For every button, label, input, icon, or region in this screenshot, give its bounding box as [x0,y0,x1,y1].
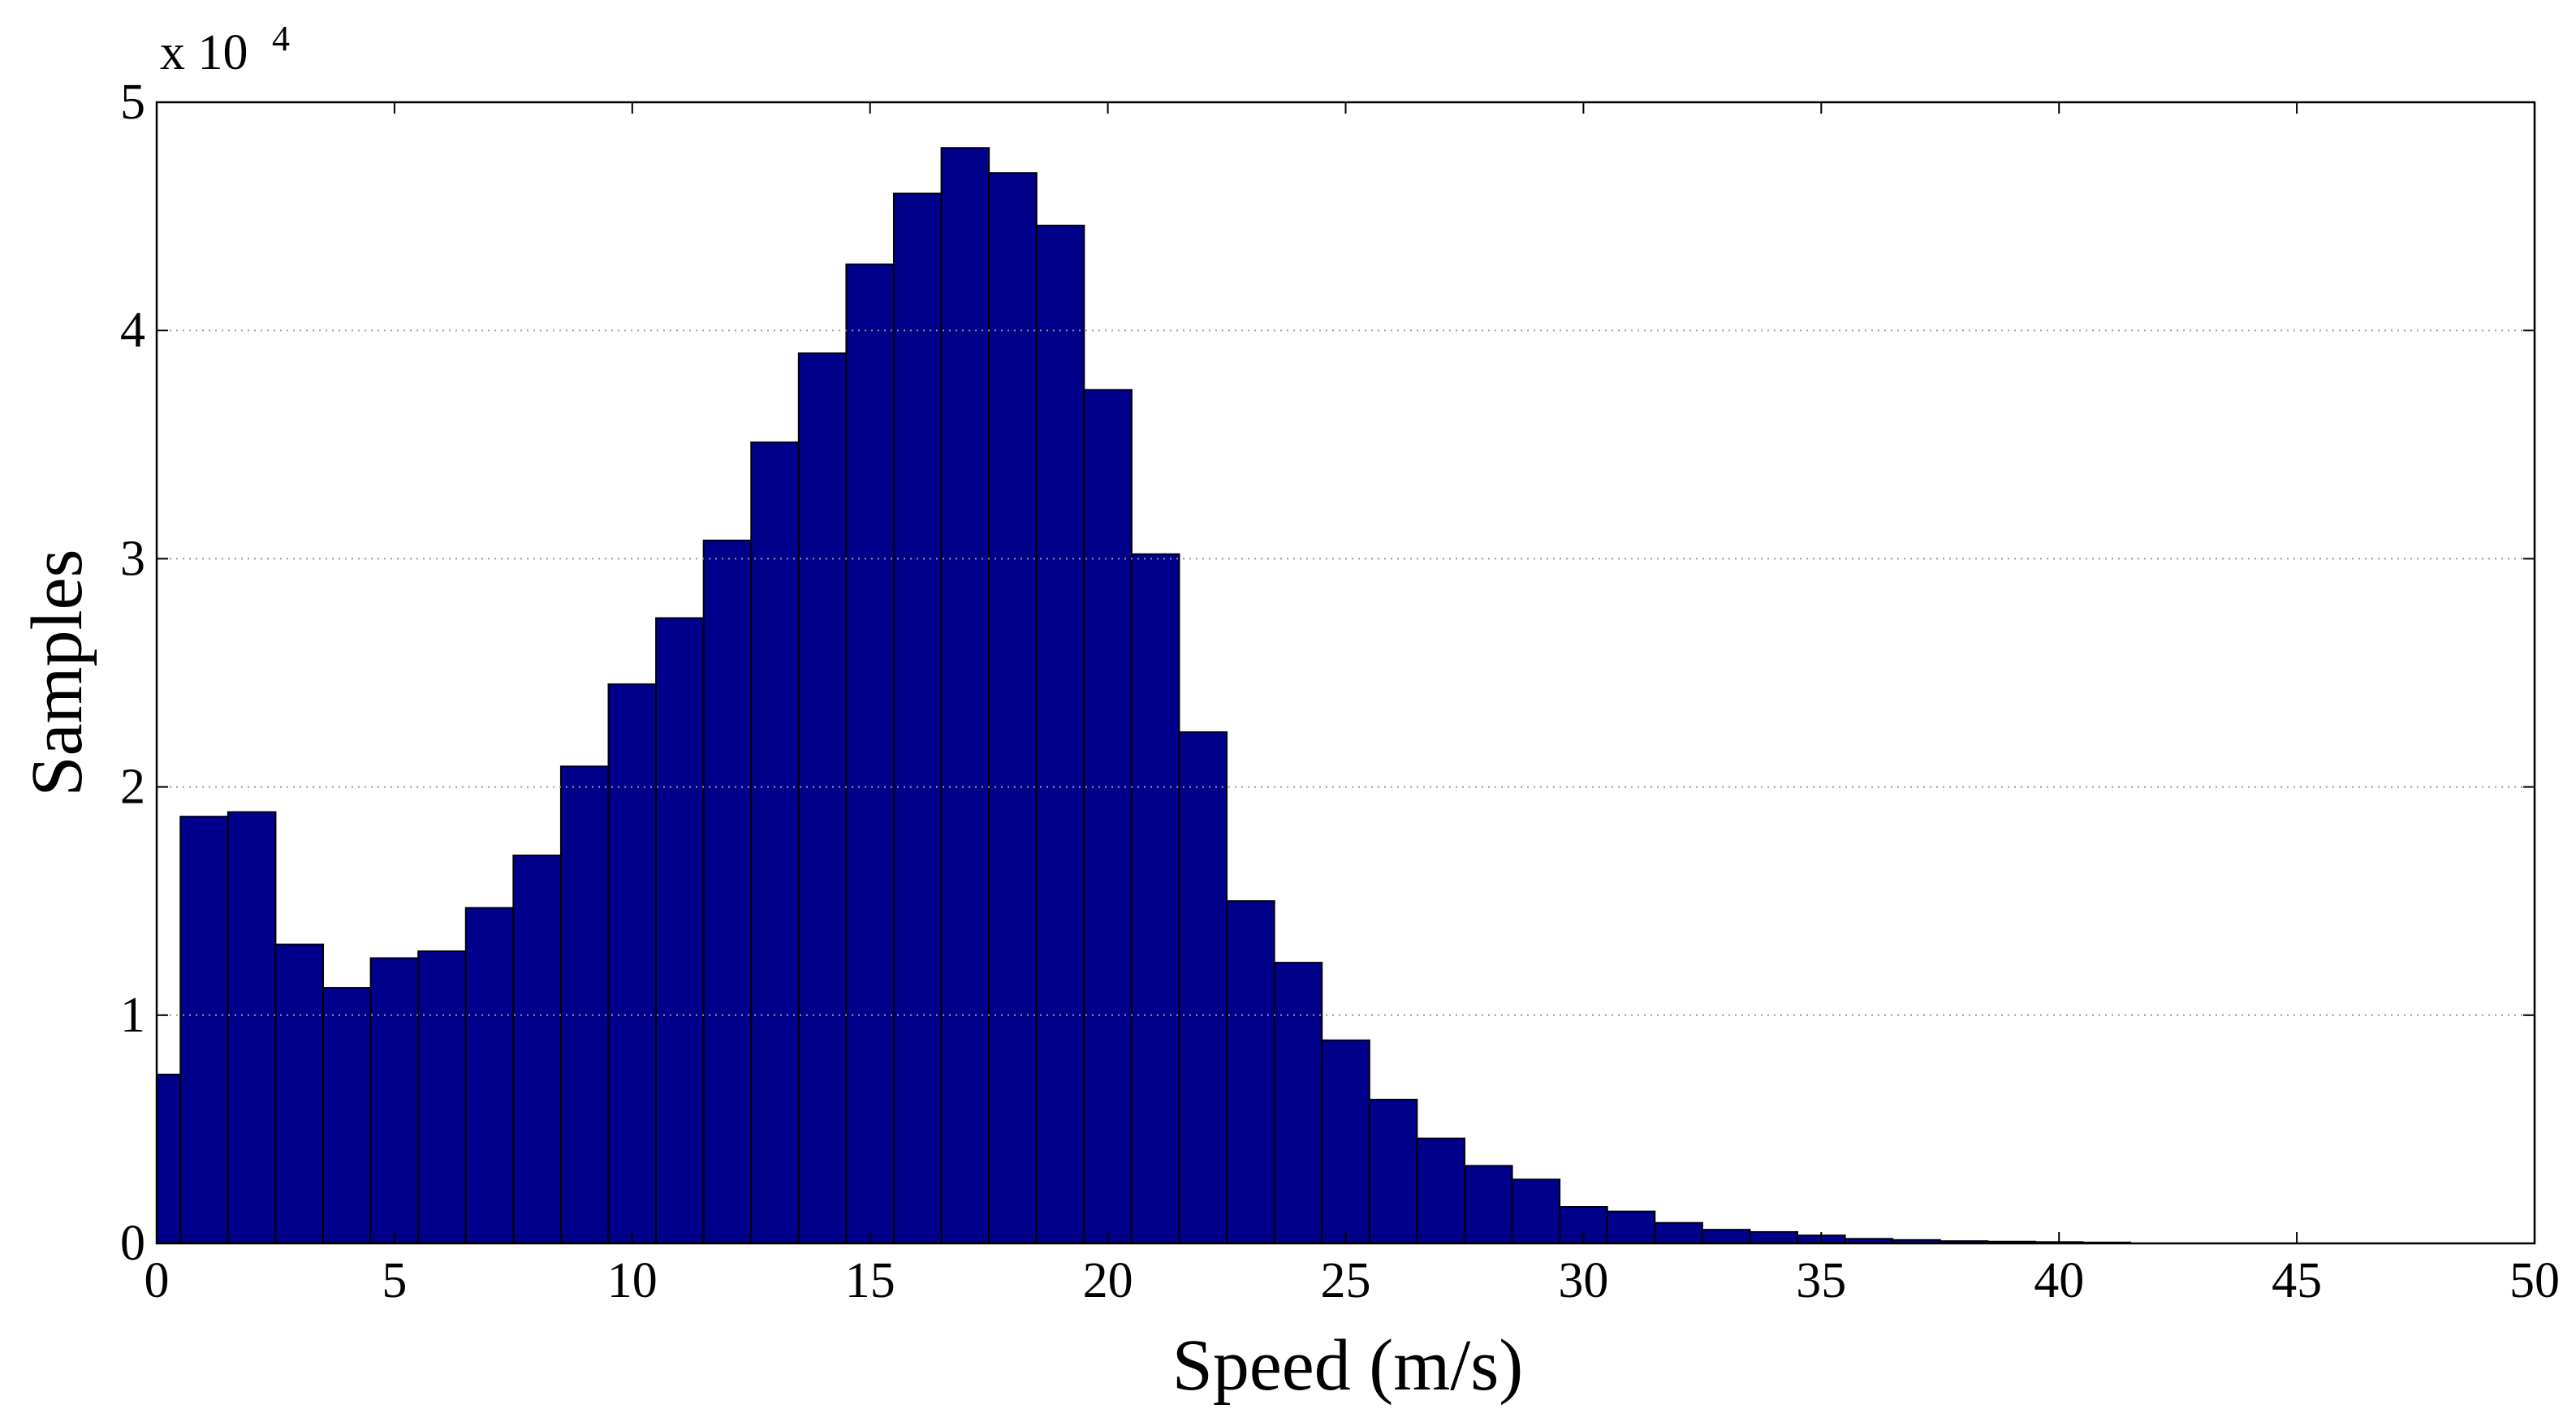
bar [1083,389,1133,1243]
x-tick-label: 45 [2272,1253,2322,1308]
x-tick-label: 25 [1321,1253,1371,1308]
y-multiplier-exponent: 4 [272,19,290,58]
bar [607,683,658,1243]
plot-frame [155,101,2536,1245]
bar [845,263,895,1243]
bar [1226,900,1275,1243]
y-tick-label: 0 [120,1216,145,1271]
bar [892,192,943,1243]
bar [1416,1137,1465,1243]
bar [179,816,229,1243]
bar [1749,1230,1799,1243]
bar [512,854,562,1243]
x-tick-label: 35 [1796,1253,1846,1308]
y-axis-label: Samples [17,549,97,797]
bar [417,950,467,1243]
bar [1606,1210,1656,1243]
bar [1035,224,1085,1243]
bar [464,907,515,1243]
x-tick-label: 40 [2034,1253,2084,1308]
y-multiplier: x 10 [160,25,248,80]
bars [157,147,2132,1243]
bar [702,539,753,1243]
bar [1273,962,1323,1243]
bar [1511,1178,1561,1243]
bar [1701,1229,1751,1243]
x-axis-label: Speed (m/s) [1172,1325,1523,1406]
y-tick-label: 5 [120,75,145,130]
bar [322,987,372,1243]
bar [369,957,420,1243]
bar [1368,1098,1418,1243]
y-tick-label: 2 [120,760,145,815]
bar [559,765,610,1243]
bar [655,617,705,1243]
bar [988,172,1038,1243]
bar [274,943,325,1243]
y-tick-label: 3 [120,531,145,586]
x-tick-label: 5 [382,1253,407,1308]
bar [797,352,848,1243]
x-tick-label: 50 [2509,1253,2560,1308]
bar [227,811,277,1243]
bar [1463,1165,1513,1243]
x-tick-label: 30 [1558,1253,1608,1308]
bar [1654,1221,1703,1243]
x-tick-label: 0 [145,1253,170,1308]
x-tick-label: 20 [1083,1253,1133,1308]
bar [750,441,800,1243]
bar [1321,1039,1370,1243]
x-tick-label: 15 [845,1253,895,1308]
bar [1130,553,1180,1243]
x-tick-label: 10 [607,1253,658,1308]
bar [940,147,990,1243]
bar [1178,731,1228,1243]
y-tick-label: 4 [120,303,145,358]
y-tick-label: 1 [120,988,145,1043]
